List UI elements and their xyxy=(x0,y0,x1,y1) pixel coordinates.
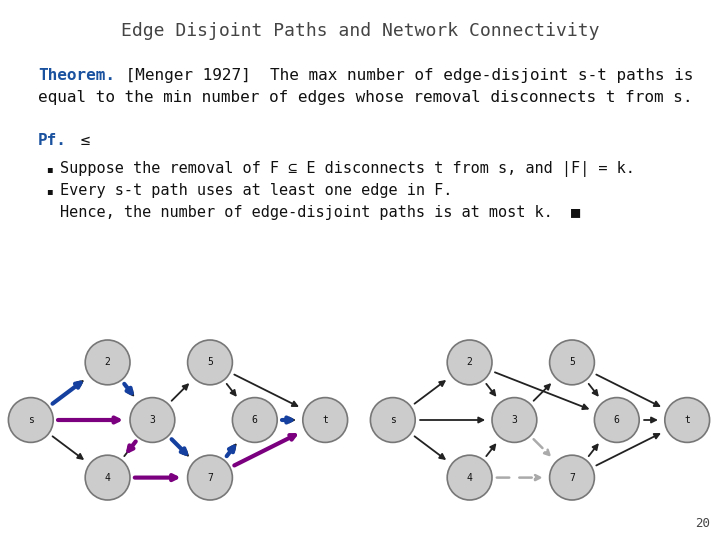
Text: s: s xyxy=(390,415,396,425)
Text: 4: 4 xyxy=(467,472,472,483)
Circle shape xyxy=(549,455,595,500)
Circle shape xyxy=(595,397,639,442)
Text: 7: 7 xyxy=(207,472,213,483)
Text: 3: 3 xyxy=(511,415,518,425)
Text: 5: 5 xyxy=(569,357,575,367)
Circle shape xyxy=(665,397,710,442)
Text: s: s xyxy=(28,415,34,425)
Circle shape xyxy=(447,455,492,500)
Text: t: t xyxy=(684,415,690,425)
Text: ▪: ▪ xyxy=(46,186,53,196)
Text: Pf.: Pf. xyxy=(38,133,67,148)
Text: 2: 2 xyxy=(104,357,111,367)
Circle shape xyxy=(549,340,595,385)
Text: 7: 7 xyxy=(569,472,575,483)
Circle shape xyxy=(370,397,415,442)
Text: [Menger 1927]  The max number of edge-disjoint s-t paths is: [Menger 1927] The max number of edge-dis… xyxy=(116,68,693,83)
Circle shape xyxy=(447,340,492,385)
Circle shape xyxy=(9,397,53,442)
Text: 5: 5 xyxy=(207,357,213,367)
Circle shape xyxy=(85,340,130,385)
Text: 3: 3 xyxy=(150,415,156,425)
Circle shape xyxy=(233,397,277,442)
Circle shape xyxy=(85,455,130,500)
Text: Every s-t path uses at least one edge in F.: Every s-t path uses at least one edge in… xyxy=(60,183,452,198)
Circle shape xyxy=(188,455,233,500)
Text: ≤: ≤ xyxy=(71,133,90,148)
Circle shape xyxy=(492,397,537,442)
Text: Edge Disjoint Paths and Network Connectivity: Edge Disjoint Paths and Network Connecti… xyxy=(121,22,599,40)
Text: 6: 6 xyxy=(614,415,620,425)
Text: t: t xyxy=(323,415,328,425)
Text: Theorem.: Theorem. xyxy=(38,68,115,83)
Text: 2: 2 xyxy=(467,357,472,367)
Text: 20: 20 xyxy=(695,517,710,530)
Text: ▪: ▪ xyxy=(46,164,53,174)
Circle shape xyxy=(303,397,348,442)
Text: Hence, the number of edge-disjoint paths is at most k.  ■: Hence, the number of edge-disjoint paths… xyxy=(60,205,580,220)
Text: 4: 4 xyxy=(104,472,111,483)
Text: Suppose the removal of F ⊆ E disconnects t from s, and |F| = k.: Suppose the removal of F ⊆ E disconnects… xyxy=(60,161,635,177)
Text: equal to the min number of edges whose removal disconnects t from s.: equal to the min number of edges whose r… xyxy=(38,90,693,105)
Circle shape xyxy=(188,340,233,385)
Circle shape xyxy=(130,397,175,442)
Text: 6: 6 xyxy=(252,415,258,425)
